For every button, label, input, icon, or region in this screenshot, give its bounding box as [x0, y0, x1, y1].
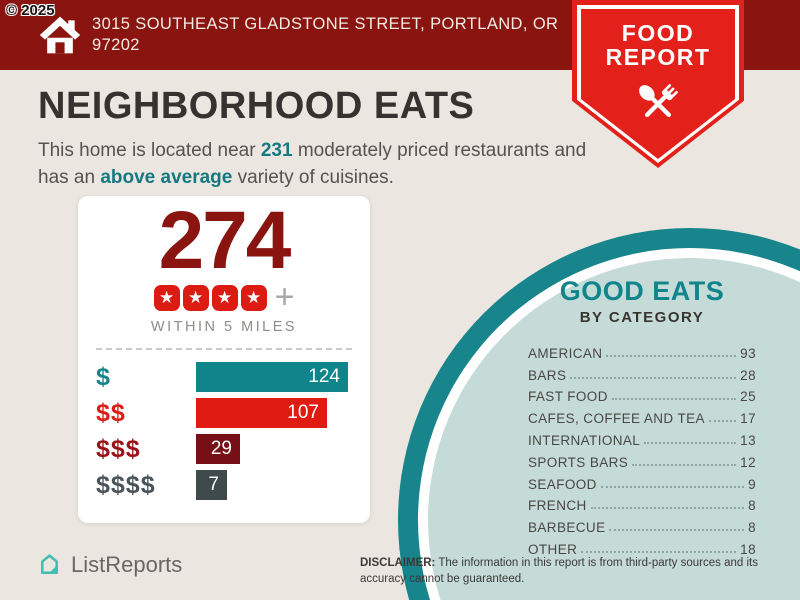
- copyright-notice: © 2025: [6, 2, 55, 19]
- food-report-badge: FOOD REPORT: [572, 0, 744, 168]
- good-eats-title: GOOD EATS: [559, 276, 725, 306]
- price-bar: 29: [196, 434, 240, 465]
- star-icon: ★: [211, 284, 238, 311]
- dotted-leader: [632, 463, 737, 466]
- category-label: FRENCH: [528, 498, 587, 514]
- intro-text-part: variety of cuisines.: [232, 166, 394, 188]
- price-tier-label: $: [96, 362, 111, 391]
- star-icon: ★: [182, 284, 209, 311]
- dotted-leader: [644, 441, 737, 444]
- star-icon: ★: [240, 284, 267, 311]
- price-bar-value: 29: [210, 438, 232, 460]
- dashed-divider: [96, 348, 352, 351]
- star-glyph: ★: [187, 287, 204, 307]
- category-label: AMERICAN: [528, 345, 603, 361]
- restaurant-stats-card: 274 ★ ★ ★ ★ + WITHIN 5 MILES $ 124 $$ 10…: [78, 196, 370, 523]
- price-bar-row: $$$ 29: [96, 434, 352, 465]
- rating-row: ★ ★ ★ ★ +: [78, 278, 370, 317]
- category-row: OTHER 18: [528, 535, 756, 557]
- star-glyph: ★: [216, 287, 233, 307]
- category-row: SEAFOOD 9: [528, 470, 756, 492]
- category-value: 8: [748, 498, 756, 514]
- price-bar-value: 7: [208, 474, 219, 496]
- dotted-leader: [570, 376, 737, 379]
- category-label: OTHER: [528, 541, 578, 557]
- category-label: INTERNATIONAL: [528, 432, 641, 448]
- dotted-leader: [600, 485, 745, 488]
- price-bar: 7: [196, 470, 227, 501]
- total-restaurant-count: 274: [158, 195, 292, 286]
- page-title: NEIGHBORHOOD EATS: [38, 85, 475, 127]
- category-row: FRENCH 8: [528, 492, 756, 514]
- star-glyph: ★: [245, 287, 262, 307]
- plus-sign: +: [274, 278, 295, 317]
- radius-label: WITHIN 5 MILES: [150, 319, 298, 336]
- category-row: AMERICAN 93: [528, 339, 756, 361]
- star-glyph: ★: [158, 287, 175, 307]
- category-label: SEAFOOD: [528, 476, 597, 492]
- good-eats-panel: GOOD EATS BY CATEGORY AMERICAN 93 BARS 28 …: [528, 276, 756, 557]
- category-value: 28: [740, 367, 756, 383]
- category-row: SPORTS BARS 12: [528, 448, 756, 470]
- good-eats-subtitle: BY CATEGORY: [579, 309, 705, 326]
- category-label: SPORTS BARS: [528, 454, 629, 470]
- address-line-1: 3015 SOUTHEAST GLADSTONE STREET, PORTLAN…: [92, 15, 559, 33]
- dotted-leader: [606, 354, 737, 357]
- property-address: 3015 SOUTHEAST GLADSTONE STREET, PORTLAN…: [92, 14, 558, 57]
- category-value: 12: [740, 454, 756, 470]
- above-average-highlight: above average: [100, 166, 233, 188]
- dotted-leader: [708, 420, 737, 423]
- category-value: 25: [740, 389, 756, 405]
- category-row: INTERNATIONAL 13: [528, 426, 756, 448]
- price-bar-row: $$ 107: [96, 398, 352, 429]
- dotted-leader: [611, 398, 737, 401]
- badge-label-report: REPORT: [605, 44, 711, 70]
- listreports-logo: ListReports: [36, 551, 182, 578]
- price-tier-label: $$$$: [96, 470, 156, 499]
- category-row: BARS 28: [528, 361, 756, 383]
- category-label: CAFES, COFFEE AND TEA: [528, 411, 705, 427]
- category-value: 18: [740, 541, 756, 557]
- category-row: BARBECUE 8: [528, 513, 756, 535]
- category-value: 93: [740, 345, 756, 361]
- category-label: BARBECUE: [528, 520, 606, 536]
- intro-text: This home is located near 231 moderately…: [38, 138, 598, 191]
- category-value: 8: [748, 520, 756, 536]
- disclaimer-label: DISCLAIMER:: [360, 557, 436, 569]
- home-icon: [39, 16, 81, 54]
- price-bar-chart: $ 124 $$ 107 $$$ 29 $$$$ 7: [96, 362, 352, 501]
- intro-text-part: This home is located near: [38, 140, 261, 161]
- disclaimer: DISCLAIMER: The information in this repo…: [360, 556, 760, 587]
- disclaimer-text: The information in this report is from t…: [360, 557, 758, 585]
- category-value: 17: [740, 411, 756, 427]
- price-bar-row: $$$$ 7: [96, 470, 352, 501]
- category-label: BARS: [528, 367, 567, 383]
- price-bar: 124: [196, 362, 348, 393]
- price-tier-label: $$: [96, 398, 126, 427]
- spoon-fork-icon: [639, 84, 678, 118]
- category-value: 9: [748, 476, 756, 492]
- restaurant-count-highlight: 231: [260, 140, 293, 161]
- listreports-icon: [41, 554, 58, 574]
- dotted-leader: [590, 507, 745, 510]
- intro-text-part: moderately priced restaurants and: [292, 140, 587, 161]
- price-bar-row: $ 124: [96, 362, 352, 393]
- intro-text-part: has an: [38, 166, 101, 188]
- price-bar-value: 107: [287, 402, 319, 424]
- star-icon: ★: [153, 284, 180, 311]
- dotted-leader: [581, 550, 737, 553]
- category-value: 13: [740, 432, 756, 448]
- address-line-2: 97202: [92, 36, 140, 55]
- category-row: FAST FOOD 25: [528, 383, 756, 405]
- brand-name: ListReports: [71, 551, 183, 577]
- dotted-leader: [609, 529, 745, 532]
- category-list: AMERICAN 93 BARS 28 FAST FOOD 25 CAFES, COF…: [528, 339, 756, 557]
- category-label: FAST FOOD: [528, 389, 608, 405]
- price-bar-value: 124: [308, 366, 340, 388]
- badge-label-food: FOOD: [621, 20, 695, 46]
- price-bar: 107: [196, 398, 327, 429]
- category-row: CAFES, COFFEE AND TEA 17: [528, 404, 756, 426]
- price-tier-label: $$$: [96, 434, 141, 463]
